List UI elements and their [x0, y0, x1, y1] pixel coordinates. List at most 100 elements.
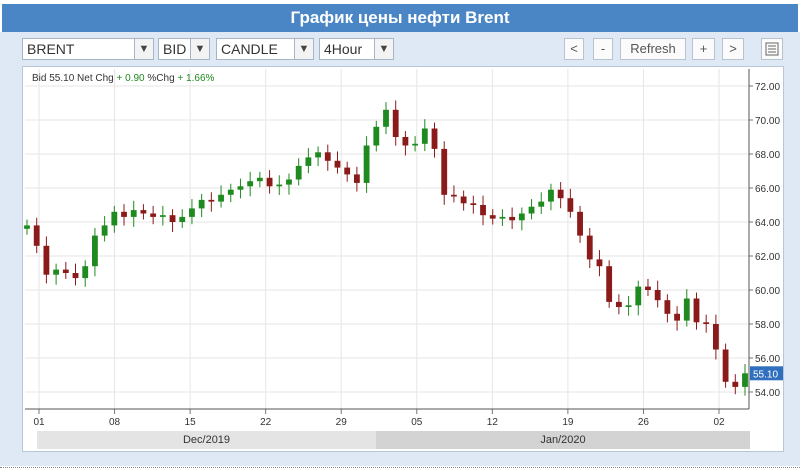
candle-body [315, 152, 321, 158]
x-tick-label: 29 [336, 417, 348, 428]
y-tick-label: 68.00 [755, 150, 780, 161]
candle-body [24, 225, 30, 229]
next-button[interactable]: > [722, 38, 744, 60]
last-price-label: 55.10 [753, 369, 778, 380]
candle-body [548, 189, 554, 202]
candle-body [373, 126, 380, 146]
candle-body [82, 266, 89, 279]
candle-body [683, 298, 690, 321]
candle-body [431, 128, 438, 149]
side-dropdown-arrow[interactable]: ▼ [190, 38, 210, 60]
candle-body [596, 259, 603, 267]
candle-body [62, 269, 69, 273]
candle-body [189, 208, 195, 217]
interval-dropdown-arrow[interactable]: ▼ [374, 38, 394, 60]
y-tick-label: 60.00 [755, 286, 780, 297]
instrument-dropdown-arrow[interactable]: ▼ [134, 38, 154, 60]
candle-body [441, 148, 448, 195]
candle-body [179, 216, 186, 222]
chart-type-dropdown-arrow[interactable]: ▼ [294, 38, 314, 60]
candlestick-chart: 01 08 15 22 29 05 12 19 26 02 54.00 56.00 58.00 60.00… [24, 69, 783, 428]
candle-body [208, 199, 215, 202]
x-tick-label: 05 [411, 417, 423, 428]
legend-bid-label: Bid [32, 73, 47, 84]
zoom-in-button[interactable]: + [692, 38, 715, 60]
candle-body [150, 213, 157, 217]
last-price-badge [750, 366, 783, 381]
candle-body [392, 109, 399, 137]
candle-body [72, 273, 79, 279]
instrument-select[interactable]: BRENT [22, 38, 135, 60]
candle-body [693, 298, 700, 323]
candle-body [712, 324, 719, 350]
month-label-jan: Jan/2020 [376, 431, 750, 449]
y-tick-label: 62.00 [755, 252, 780, 263]
candle-body [509, 216, 516, 221]
candle-body [198, 199, 205, 209]
candle-body [742, 373, 748, 387]
candle-body [121, 211, 127, 217]
y-tick-label: 58.00 [755, 320, 780, 331]
candle-body [383, 109, 389, 127]
candle-body [577, 211, 583, 236]
candle-body [615, 301, 622, 307]
candle-body [266, 177, 273, 187]
candle-body [53, 269, 60, 275]
list-icon[interactable] [761, 38, 783, 60]
candle-body [276, 184, 283, 187]
candle-body [489, 215, 496, 219]
candle-body [499, 216, 506, 219]
chart-type-select[interactable]: CANDLE [216, 38, 295, 60]
window-title: График цены нефти Brent [2, 4, 798, 32]
candle-body [703, 322, 710, 324]
x-tick-label: 01 [33, 417, 45, 428]
candle-body [402, 137, 409, 146]
candle-body [606, 266, 613, 302]
candle-body [101, 225, 108, 236]
candle-body [635, 286, 642, 306]
y-tick-label: 72.00 [755, 82, 780, 93]
x-tick-label: 19 [562, 417, 574, 428]
candle-body [334, 160, 341, 168]
candle-body [237, 186, 244, 190]
candle-body [295, 165, 302, 180]
legend-bid-value: 55.10 [49, 73, 75, 84]
candle-body [625, 305, 632, 307]
candle-body [421, 128, 428, 144]
candle-body [140, 210, 147, 214]
chart-area[interactable]: 01 08 15 22 29 05 12 19 26 02 54.00 56.00 58.00 60.00… [22, 66, 784, 452]
interval-select[interactable]: 4Hour [319, 38, 375, 60]
legend-net-chg-value: + 0.90 [116, 73, 145, 84]
candle-body [480, 205, 486, 216]
candle-body [645, 286, 651, 290]
candle-body [557, 189, 564, 199]
candle-body [305, 157, 312, 166]
month-label-dec: Dec/2019 [37, 431, 376, 449]
x-tick-label: 26 [638, 417, 650, 428]
y-tick-label: 70.00 [755, 116, 780, 127]
candle-body [460, 196, 467, 204]
legend-net-chg-label: Net Chg [77, 73, 114, 84]
candle-body [130, 210, 137, 217]
zoom-out-button[interactable]: - [593, 38, 613, 60]
side-select[interactable]: BID [158, 38, 191, 60]
candle-body [344, 167, 351, 175]
legend-pct-chg-label: %Chg [147, 73, 175, 84]
candle-body [664, 300, 671, 314]
candle-body [528, 206, 535, 214]
candle-body [218, 194, 224, 202]
candle-body [353, 174, 360, 183]
candle-body [722, 349, 729, 382]
y-tick-label: 56.00 [755, 354, 780, 365]
refresh-button[interactable]: Refresh [620, 38, 686, 60]
divider [0, 467, 800, 468]
candle-body [247, 181, 254, 187]
prev-button[interactable]: < [564, 38, 584, 60]
candle-body [159, 215, 166, 217]
candle-body [654, 290, 661, 301]
legend: Bid 55.10 Net Chg + 0.90 %Chg + 1.66% [32, 73, 214, 84]
candle-body [286, 179, 292, 185]
candle-body [518, 213, 525, 221]
y-tick-label: 66.00 [755, 184, 780, 195]
